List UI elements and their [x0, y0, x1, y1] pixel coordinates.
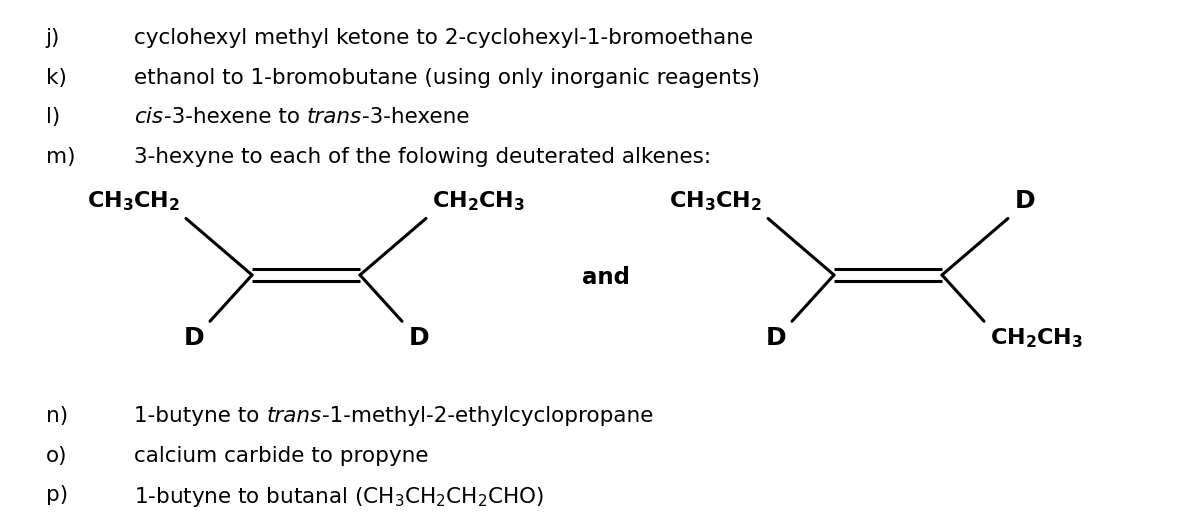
Text: trans: trans: [266, 406, 322, 426]
Text: $\mathbf{CH_3CH_2}$: $\mathbf{CH_3CH_2}$: [668, 190, 762, 213]
Text: $\mathbf{CH_3CH_2}$: $\mathbf{CH_3CH_2}$: [86, 190, 180, 213]
Text: 1-butyne to butanal (CH$_3$CH$_2$CH$_2$CHO): 1-butyne to butanal (CH$_3$CH$_2$CH$_2$C…: [134, 485, 545, 509]
Text: and: and: [582, 266, 630, 289]
Text: j): j): [46, 28, 60, 48]
Text: cyclohexyl methyl ketone to 2-cyclohexyl-1-bromoethane: cyclohexyl methyl ketone to 2-cyclohexyl…: [134, 28, 754, 48]
Text: $\mathbf{D}$: $\mathbf{D}$: [1014, 189, 1036, 213]
Text: $\mathbf{CH_2CH_3}$: $\mathbf{CH_2CH_3}$: [990, 326, 1084, 350]
Text: m): m): [46, 147, 76, 167]
Text: $\mathbf{CH_2CH_3}$: $\mathbf{CH_2CH_3}$: [432, 190, 526, 213]
Text: p): p): [46, 485, 67, 505]
Text: o): o): [46, 446, 67, 466]
Text: $\mathbf{D}$: $\mathbf{D}$: [764, 326, 786, 351]
Text: k): k): [46, 68, 66, 88]
Text: $\mathbf{D}$: $\mathbf{D}$: [408, 326, 430, 351]
Text: 3-hexyne to each of the folowing deuterated alkenes:: 3-hexyne to each of the folowing deutera…: [134, 147, 712, 167]
Text: n): n): [46, 406, 67, 426]
Text: -1-methyl-2-ethylcyclopropane: -1-methyl-2-ethylcyclopropane: [322, 406, 653, 426]
Text: calcium carbide to propyne: calcium carbide to propyne: [134, 446, 428, 466]
Text: trans: trans: [306, 107, 361, 127]
Text: ethanol to 1-bromobutane (using only inorganic reagents): ethanol to 1-bromobutane (using only ino…: [134, 68, 761, 88]
Text: l): l): [46, 107, 60, 127]
Text: cis: cis: [134, 107, 163, 127]
Text: -3-hexene to: -3-hexene to: [163, 107, 306, 127]
Text: 1-butyne to: 1-butyne to: [134, 406, 266, 426]
Text: -3-hexene: -3-hexene: [361, 107, 469, 127]
Text: $\mathbf{D}$: $\mathbf{D}$: [182, 326, 204, 351]
